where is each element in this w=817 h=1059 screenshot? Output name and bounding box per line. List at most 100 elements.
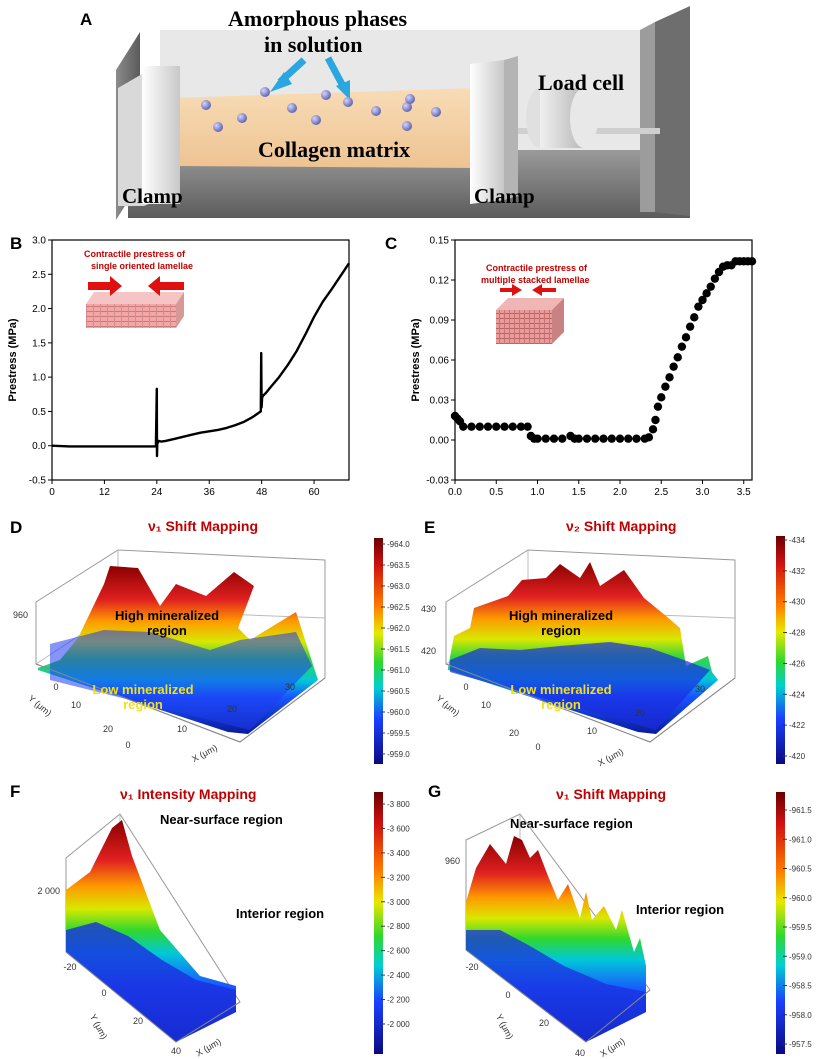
g-z-tick: 960 <box>445 856 460 866</box>
chart-b: -0.5 0.0 0.5 1.0 1.5 2.0 2.5 3.0 0 12 24 36 48 60 Mine… <box>7 236 350 498</box>
colorbar-tick-label: -962.0 <box>387 624 410 633</box>
g-y-tick-3: 40 <box>575 1048 585 1058</box>
g-y-label: Y (μm) <box>494 1012 516 1041</box>
colorbar-tick-label: -432 <box>789 567 806 576</box>
single-lamella-inset <box>86 276 184 328</box>
y-tick-label: 0.06 <box>430 356 450 367</box>
panel-label-e: E <box>424 518 436 537</box>
data-point <box>657 393 666 402</box>
collagen-matrix-label: Collagen matrix <box>258 137 411 162</box>
y-tick-label: 0.00 <box>430 436 450 447</box>
colorbar-tick-label: -3 200 <box>387 873 410 882</box>
d-x-tick-2: 20 <box>227 704 237 714</box>
f-y-tick-0: -20 <box>63 962 76 972</box>
tensile-device-schematic <box>116 6 690 220</box>
x-tick-label: 1.5 <box>572 487 586 498</box>
colorbar-tick-label: -2 400 <box>387 971 410 980</box>
d-high-text: High mineralized <box>114 608 220 623</box>
plot-frame <box>51 239 350 481</box>
chart-c: -0.03 0.00 0.03 0.06 0.09 0.12 0.15 0.0 0.5 1.0 1.… <box>410 236 757 498</box>
colorbar-tick-label: -959.0 <box>387 750 410 759</box>
data-point <box>694 302 703 311</box>
colorbar-tick-label: -961.0 <box>387 666 410 675</box>
clamp-left-label: Clamp <box>122 184 183 208</box>
e-high-region-label: High mineralized region <box>506 608 616 638</box>
y-tick-label: -0.03 <box>426 476 449 487</box>
data-point <box>615 434 625 443</box>
panel-label-g: G <box>428 782 442 801</box>
colorbar-tick-label: -426 <box>789 659 806 668</box>
d-low-text-2: region <box>123 697 163 712</box>
f-y-tick-2: 20 <box>133 1016 143 1026</box>
panel-d-title: ν₁ Shift Mapping <box>148 518 259 534</box>
d-y-label: Y (μm) <box>26 693 53 718</box>
colorbar-tick-label: -962.5 <box>387 603 410 612</box>
colorbar-tick-label: -3 600 <box>387 824 410 833</box>
colorbar-tick-label: -959.5 <box>789 923 812 932</box>
x-tick-label: 0.0 <box>448 487 462 498</box>
colorbar-d <box>374 538 383 764</box>
colorbar-tick-label: -958.0 <box>789 1011 812 1020</box>
panel-label-c: C <box>385 234 398 253</box>
data-point <box>558 434 567 443</box>
data-point <box>747 257 757 266</box>
colorbar-tick-label: -434 <box>789 536 806 545</box>
x-tick-label: 2.0 <box>613 487 627 498</box>
data-point <box>685 322 695 331</box>
x-axis-label: Mineralization time (h) <box>142 497 258 498</box>
e-x-tick-0: 0 <box>535 742 540 752</box>
x-tick-label: 24 <box>151 487 163 498</box>
y-tick-label: 1.5 <box>32 338 46 349</box>
y-axis-label: Prestress (MPa) <box>410 318 422 401</box>
data-point <box>508 422 517 431</box>
x-tick-label: 3.0 <box>696 487 710 498</box>
data-point <box>648 425 658 434</box>
data-point <box>702 289 711 298</box>
panel-label-a: A <box>80 10 93 29</box>
g-y-tick-1: 0 <box>505 990 510 1000</box>
load-cell-label: Load cell <box>538 70 625 95</box>
colorbar-tick-label: -2 600 <box>387 947 410 956</box>
d-low-region-label: Low mineralized region <box>88 682 198 712</box>
e-low-region-label: Low mineralized region <box>506 682 616 712</box>
x-tick-label: 0.5 <box>489 487 503 498</box>
x-tick-label: 2.5 <box>654 487 668 498</box>
colorbar-tick-label: -960.0 <box>387 708 410 717</box>
inset-c-text-1: Contractile prestress of <box>486 263 588 273</box>
d-z-tick: 960 <box>13 610 28 620</box>
data-point <box>673 353 682 362</box>
x-tick-label: 60 <box>308 487 320 498</box>
y-tick-label: 1.0 <box>32 373 46 384</box>
y-tick-label: 3.0 <box>32 236 46 247</box>
colorbar-g <box>776 792 785 1054</box>
e-x-tick-1: 10 <box>587 726 597 736</box>
y-tick-label: 0.15 <box>430 236 450 247</box>
data-point <box>459 422 468 431</box>
g-y-tick-2: 20 <box>539 1018 549 1028</box>
colorbar-tick-label: -960.0 <box>789 894 812 903</box>
colorbar-e <box>776 536 785 764</box>
x-tick-label: 12 <box>99 487 111 498</box>
panel-label-d: D <box>10 518 23 537</box>
d-high-region-label: High mineralized region <box>112 608 222 638</box>
surface-map-g: 960 -20 0 20 40 Y (μm) X (μm) -961.5 -961… <box>445 792 812 1059</box>
e-y-label: Y (μm) <box>434 693 461 718</box>
surface-map-d: 960 0 10 20 0 10 20 30 X (μm) Y (μm) -96… <box>13 538 410 764</box>
y-tick-label: 0.0 <box>32 441 46 452</box>
data-point <box>624 434 633 443</box>
prestress-line <box>51 262 350 458</box>
data-point <box>582 434 592 443</box>
e-y-tick-1: 10 <box>481 700 491 710</box>
y-tick-label: 0.09 <box>430 316 450 327</box>
data-point <box>644 433 654 442</box>
data-point <box>710 274 720 283</box>
colorbar-tick-label: -960.5 <box>789 865 812 874</box>
clamp-right-label: Clamp <box>474 184 535 208</box>
e-z-tick-0: 430 <box>421 604 436 614</box>
colorbar-tick-label: -2 000 <box>387 1020 410 1029</box>
d-x-tick-1: 10 <box>177 724 187 734</box>
colorbar-tick-label: -959.0 <box>789 952 812 961</box>
stacked-lamellae-inset <box>496 284 564 344</box>
colorbar-tick-label: -961.0 <box>789 835 812 844</box>
panel-label-f: F <box>10 782 21 801</box>
